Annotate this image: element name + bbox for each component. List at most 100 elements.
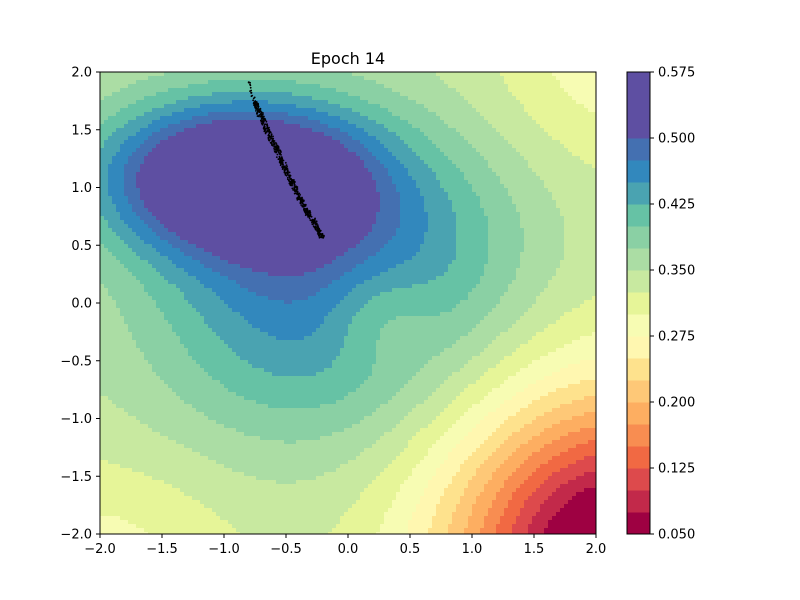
contour-cell xyxy=(568,464,596,469)
contour-cell xyxy=(488,312,525,317)
contour-cell xyxy=(224,384,361,389)
contour-cell xyxy=(336,356,377,361)
contour-cell xyxy=(172,484,369,489)
scatter-point xyxy=(288,180,291,183)
contour-cell xyxy=(240,356,337,361)
contour-cell xyxy=(512,280,549,285)
contour-cell xyxy=(296,80,377,85)
contour-cell xyxy=(416,184,441,189)
contour-cell xyxy=(128,196,141,201)
contour-cell xyxy=(484,272,517,277)
contour-cell xyxy=(488,412,517,417)
contour-cell xyxy=(532,336,581,341)
contour-cell xyxy=(144,528,237,533)
contour-cell xyxy=(100,184,109,189)
contour-cell xyxy=(332,136,353,141)
contour-cell xyxy=(340,300,369,305)
contour-cell xyxy=(116,152,133,157)
contour-cell xyxy=(476,108,525,113)
contour-cell xyxy=(564,344,596,349)
contour-cell xyxy=(376,156,397,161)
contour-cell xyxy=(156,372,209,377)
contour-cell xyxy=(408,476,433,481)
colorbar-band xyxy=(627,468,650,491)
contour-cell xyxy=(500,384,529,389)
contour-cell xyxy=(456,240,489,245)
contour-cell xyxy=(552,516,596,521)
contour-cell xyxy=(484,212,521,217)
contour-cell xyxy=(564,216,596,221)
contour-cell xyxy=(528,528,545,533)
contour-cell xyxy=(380,248,421,253)
contour-cell xyxy=(376,440,409,445)
contour-cell xyxy=(488,252,521,257)
scatter-point xyxy=(265,124,268,126)
contour-cell xyxy=(184,400,257,405)
contour-cell xyxy=(148,136,169,141)
contour-cell xyxy=(464,176,501,181)
contour-cell xyxy=(508,504,525,509)
scatter-point xyxy=(301,201,304,204)
contour-cell xyxy=(348,248,381,253)
contour-cell xyxy=(428,280,481,285)
scatter-point xyxy=(257,115,260,118)
contour-cell xyxy=(372,412,409,417)
contour-cell xyxy=(128,156,145,161)
contour-cell xyxy=(140,216,157,221)
contour-cell xyxy=(168,136,333,141)
contour-cell xyxy=(464,412,489,417)
contour-cell xyxy=(456,252,489,257)
contour-cell xyxy=(344,344,377,349)
contour-cell xyxy=(156,248,181,253)
contour-cell xyxy=(124,164,141,169)
contour-cell xyxy=(552,472,585,477)
contour-cell xyxy=(508,140,561,145)
contour-cell xyxy=(468,100,521,105)
contour-cell xyxy=(324,320,353,325)
contour-cell xyxy=(536,332,593,337)
contour-cell xyxy=(196,276,229,281)
contour-cell xyxy=(188,240,361,245)
contour-cell xyxy=(468,384,501,389)
contour-cell xyxy=(100,396,109,401)
contour-cell xyxy=(492,388,525,393)
contour-cell xyxy=(424,200,453,205)
contour-cell xyxy=(120,308,161,313)
contour-cell xyxy=(516,268,557,273)
contour-cell xyxy=(152,264,177,269)
contour-cell xyxy=(100,156,113,161)
contour-cell xyxy=(484,372,517,377)
contour-cell xyxy=(172,324,209,329)
contour-cell xyxy=(468,520,485,525)
contour-cell xyxy=(160,308,197,313)
contour-cell xyxy=(500,132,549,137)
contour-cell xyxy=(100,268,129,273)
contour-cell xyxy=(344,272,381,277)
scatter-point xyxy=(302,200,305,203)
contour-cell xyxy=(480,528,497,533)
contour-cell xyxy=(408,120,445,125)
y-tick-label: −0.5 xyxy=(60,354,92,369)
contour-cell xyxy=(568,364,596,369)
contour-cell xyxy=(548,496,573,501)
contour-cell xyxy=(400,224,429,229)
contour-cell xyxy=(200,104,297,109)
contour-cell xyxy=(100,92,113,97)
contour-cell xyxy=(452,372,485,377)
contour-cell xyxy=(560,404,596,409)
contour-cell xyxy=(528,308,573,313)
scatter-point xyxy=(286,169,289,172)
contour-cell xyxy=(148,152,357,157)
contour-cell xyxy=(448,428,473,433)
contour-cell xyxy=(476,448,497,453)
contour-cell xyxy=(448,456,469,461)
contour-cell xyxy=(540,396,585,401)
contour-cell xyxy=(484,268,517,273)
contour-cell xyxy=(120,236,141,241)
scatter-point xyxy=(257,110,260,113)
scatter-point xyxy=(271,140,274,143)
contour-cell xyxy=(144,96,189,101)
contour-cell xyxy=(440,312,489,317)
contour-cell xyxy=(504,184,545,189)
contour-cell xyxy=(580,304,596,309)
